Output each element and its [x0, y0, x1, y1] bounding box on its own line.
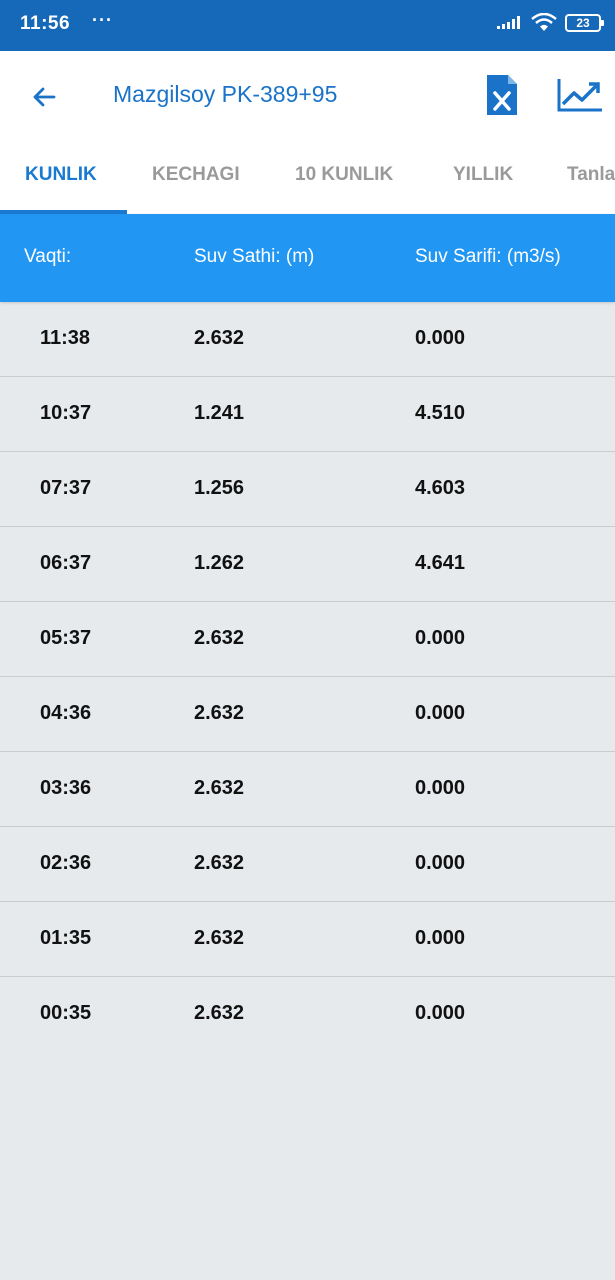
tab-indicator: [0, 210, 127, 214]
cell-water-level: 2.632: [194, 1002, 245, 1024]
table-row: 10:37 1.241 4.510: [0, 377, 615, 452]
chart-trend-icon[interactable]: [555, 75, 605, 115]
table-row: 05:37 2.632 0.000: [0, 602, 615, 677]
table-row: 06:37 1.262 4.641: [0, 527, 615, 602]
cell-water-flow: 4.603: [415, 477, 466, 499]
cell-time: 10:37: [40, 402, 92, 424]
tab-yillik[interactable]: YILLIK: [453, 164, 514, 185]
status-bar: 11:56 ··· 23: [0, 0, 615, 51]
cell-time: 00:35: [40, 1002, 92, 1024]
table-row: 00:35 2.632 0.000: [0, 977, 615, 1052]
cell-water-level: 2.632: [194, 927, 245, 949]
cell-time: 11:38: [40, 327, 91, 349]
battery-icon: 23: [565, 14, 604, 32]
table-row: 01:35 2.632 0.000: [0, 902, 615, 977]
tab-kunlik[interactable]: KUNLIK: [25, 164, 97, 185]
cell-time: 01:35: [40, 927, 92, 949]
cell-water-flow: 4.510: [415, 402, 466, 424]
table-row: 07:37 1.256 4.603: [0, 452, 615, 527]
table-row: 03:36 2.632 0.000: [0, 752, 615, 827]
signal-icon: [497, 16, 520, 29]
cell-time: 04:36: [40, 702, 92, 724]
cell-water-flow: 4.641: [415, 552, 466, 574]
cell-time: 07:37: [40, 477, 92, 499]
table-body: 11:38 2.632 0.000 10:37 1.241 4.510 07:3…: [0, 302, 615, 1052]
tab-10-kunlik[interactable]: 10 KUNLIK: [295, 164, 394, 185]
cell-time: 06:37: [40, 552, 92, 574]
cell-water-flow: 0.000: [415, 327, 466, 349]
cell-time: 05:37: [40, 627, 92, 649]
cell-water-flow: 0.000: [415, 1002, 466, 1024]
cell-water-level: 2.632: [194, 852, 245, 874]
tab-kechagi[interactable]: KECHAGI: [152, 164, 240, 185]
cell-water-level: 2.632: [194, 777, 245, 799]
tab-tanlash[interactable]: Tanlash: [567, 164, 615, 185]
cell-time: 02:36: [40, 852, 92, 874]
cell-water-flow: 0.000: [415, 702, 466, 724]
table-row: 02:36 2.632 0.000: [0, 827, 615, 902]
cell-water-level: 1.241: [194, 402, 245, 424]
cell-water-level: 2.632: [194, 627, 245, 649]
page-title: Mazgilsoy PK-389+95: [113, 81, 338, 107]
wifi-icon: [531, 13, 557, 31]
cell-water-flow: 0.000: [415, 927, 466, 949]
cell-water-level: 1.256: [194, 477, 245, 499]
column-header-water-level: Suv Sathi: (m): [194, 246, 315, 267]
cell-water-flow: 0.000: [415, 627, 466, 649]
cell-water-level: 2.632: [194, 327, 245, 349]
app-bar: Mazgilsoy PK-389+95: [0, 51, 615, 141]
table-row: 11:38 2.632 0.000: [0, 302, 615, 377]
table-row: 04:36 2.632 0.000: [0, 677, 615, 752]
tab-bar: KUNLIK KECHAGI 10 KUNLIK YILLIK Tanlash: [0, 141, 615, 214]
excel-export-icon[interactable]: [484, 73, 520, 117]
cell-time: 03:36: [40, 777, 92, 799]
back-arrow-icon[interactable]: [28, 81, 60, 113]
status-icons: 23: [497, 13, 604, 33]
cell-water-flow: 0.000: [415, 852, 466, 874]
notification-dots: ···: [92, 10, 113, 30]
cell-water-level: 2.632: [194, 702, 245, 724]
cell-water-level: 1.262: [194, 552, 245, 574]
cell-water-flow: 0.000: [415, 777, 466, 799]
table-header: Vaqti: Suv Sathi: (m) Suv Sarifi: (m3/s): [0, 214, 615, 302]
status-time: 11:56: [20, 13, 71, 34]
column-header-water-flow: Suv Sarifi: (m3/s): [415, 246, 561, 267]
column-header-time: Vaqti:: [24, 246, 72, 267]
